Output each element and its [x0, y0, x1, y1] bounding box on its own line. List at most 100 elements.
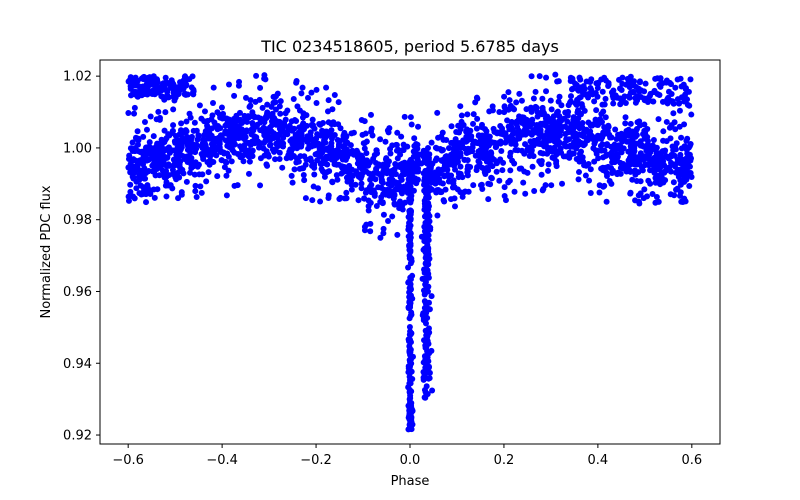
data-point	[291, 117, 298, 124]
data-point	[571, 141, 578, 148]
data-point	[325, 97, 332, 104]
data-point	[413, 140, 420, 147]
data-point	[611, 141, 618, 148]
data-point	[376, 171, 383, 178]
data-point	[681, 121, 688, 128]
data-point	[511, 188, 518, 195]
data-point	[424, 157, 431, 164]
data-point	[485, 142, 492, 149]
data-point	[474, 164, 481, 171]
data-point	[552, 71, 559, 78]
data-point	[637, 190, 644, 197]
data-point	[592, 147, 599, 154]
data-point	[259, 104, 266, 111]
data-point	[221, 115, 228, 122]
data-point	[575, 115, 582, 122]
data-point	[547, 97, 554, 104]
data-point	[671, 192, 678, 199]
data-point	[612, 126, 619, 133]
data-point	[636, 200, 643, 207]
data-point	[343, 189, 350, 196]
data-point	[170, 106, 177, 113]
data-point	[309, 197, 316, 204]
data-point	[477, 153, 484, 160]
data-point	[535, 122, 542, 129]
data-point	[199, 171, 206, 178]
data-point	[200, 136, 207, 143]
data-point	[459, 193, 466, 200]
data-point	[344, 168, 351, 175]
data-point	[225, 81, 232, 88]
data-point	[146, 89, 153, 96]
data-point	[129, 139, 136, 146]
data-point	[687, 76, 694, 83]
data-point	[367, 220, 374, 227]
y-tick-label: 0.96	[63, 285, 92, 300]
data-point	[336, 138, 343, 145]
data-point	[192, 188, 199, 195]
data-point	[349, 147, 356, 154]
data-point	[272, 156, 279, 163]
data-point	[453, 129, 460, 136]
data-point	[243, 94, 250, 101]
data-point	[333, 172, 340, 179]
data-point	[169, 85, 176, 92]
data-point	[134, 93, 141, 100]
data-point	[671, 119, 678, 126]
data-point	[388, 176, 395, 183]
data-point	[504, 117, 511, 124]
data-point	[650, 89, 657, 96]
data-point	[377, 136, 384, 143]
data-point	[670, 110, 677, 117]
data-point	[637, 150, 644, 157]
data-point	[365, 197, 372, 204]
data-point	[678, 160, 685, 167]
data-point	[658, 169, 665, 176]
data-point	[395, 180, 402, 187]
data-point	[144, 83, 151, 90]
data-point	[298, 143, 305, 150]
data-point	[513, 99, 520, 106]
data-point	[421, 368, 428, 375]
data-point	[277, 110, 284, 117]
data-point	[651, 169, 658, 176]
data-point	[214, 109, 221, 116]
data-point	[291, 166, 298, 173]
data-point	[617, 135, 624, 142]
data-point	[531, 129, 538, 136]
data-point	[209, 142, 216, 149]
data-point	[162, 109, 169, 116]
data-point	[631, 148, 638, 155]
data-point	[165, 94, 172, 101]
data-point	[363, 187, 370, 194]
data-point	[383, 155, 390, 162]
data-point	[632, 171, 639, 178]
data-point	[272, 93, 279, 100]
data-point	[251, 140, 258, 147]
data-point	[134, 141, 141, 148]
data-point	[224, 142, 231, 149]
data-point	[553, 158, 560, 165]
data-point	[602, 164, 609, 171]
data-point	[178, 120, 185, 127]
data-point	[397, 174, 404, 181]
data-point	[210, 100, 217, 106]
data-point	[521, 150, 528, 157]
data-point	[483, 128, 490, 135]
data-point	[409, 406, 416, 413]
data-point	[473, 94, 480, 101]
data-point	[180, 170, 187, 177]
data-point	[130, 193, 137, 200]
data-point	[261, 119, 268, 126]
data-point	[414, 176, 421, 183]
data-point	[660, 128, 667, 135]
data-point	[348, 166, 355, 173]
data-point	[382, 138, 389, 145]
data-point	[555, 98, 562, 105]
data-point	[336, 196, 343, 203]
data-point	[680, 81, 687, 88]
data-point	[520, 114, 527, 121]
data-point	[397, 198, 404, 205]
data-point	[387, 150, 394, 157]
data-point	[659, 80, 666, 87]
